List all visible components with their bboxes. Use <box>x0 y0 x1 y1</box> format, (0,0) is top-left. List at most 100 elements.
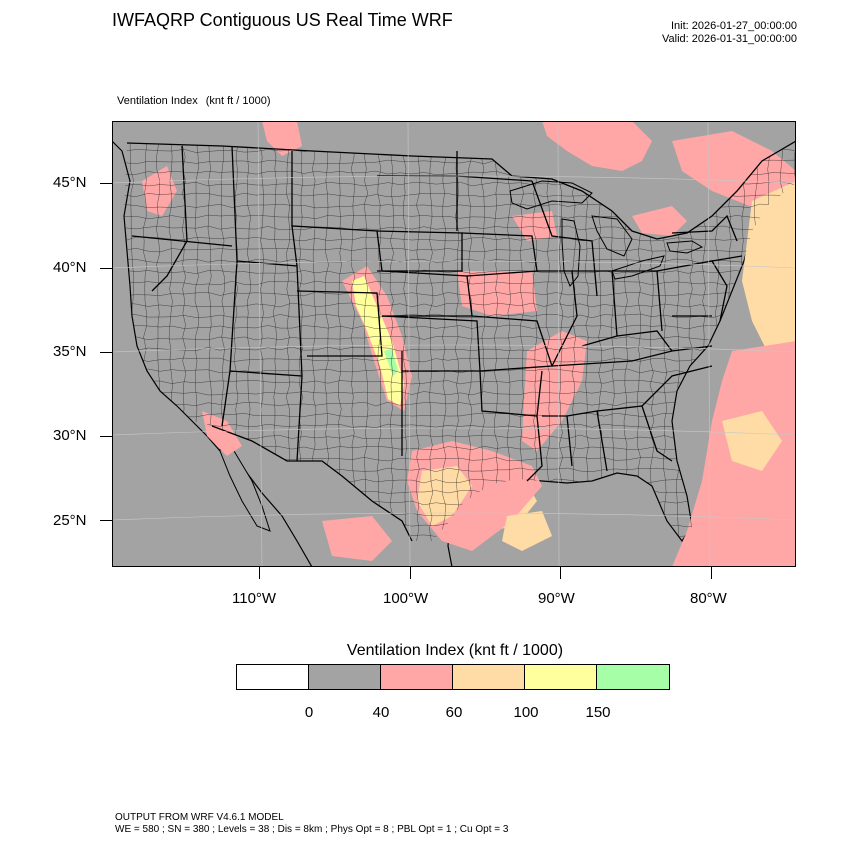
county-line <box>124 324 796 330</box>
shade-band-pink <box>632 206 687 236</box>
lat-tick <box>100 183 112 184</box>
field-units: (knt ft / 1000) <box>205 95 271 107</box>
lat-label-35n: 35°N <box>53 343 87 360</box>
state-boundary <box>596 405 673 462</box>
graticule-line <box>557 121 560 567</box>
shade-band-tan <box>722 411 782 471</box>
county-line <box>428 141 434 541</box>
state-boundary <box>479 370 543 417</box>
init-time: Init: 2026-01-27_00:00:00 <box>671 20 797 32</box>
county-line <box>124 269 796 275</box>
shade-band-pink <box>322 516 392 561</box>
lat-tick <box>100 268 112 269</box>
county-line <box>389 141 394 541</box>
state-boundary <box>229 370 303 377</box>
lat-label-30n: 30°N <box>53 427 87 444</box>
run-time-info: Init: 2026-01-27_00:00:00 Valid: 2026-01… <box>662 20 797 46</box>
lat-tick <box>100 436 112 437</box>
lat-label-40n: 40°N <box>53 259 87 276</box>
legend-tick-label: 0 <box>304 704 314 721</box>
map-panel <box>112 121 796 567</box>
legend-title: Ventilation Index (knt ft / 1000) <box>346 642 564 659</box>
state-boundary <box>537 270 578 367</box>
mexico-us-border <box>211 425 413 542</box>
graticule-line <box>112 344 796 353</box>
model-info-footer: OUTPUT FROM WRF V4.6.1 MODEL WE = 580 ; … <box>115 812 508 836</box>
color-legend <box>236 664 670 690</box>
lat-label-45n: 45°N <box>53 174 87 191</box>
lon-label-80w: 80°W <box>690 590 727 607</box>
model-version: OUTPUT FROM WRF V4.6.1 MODEL <box>115 812 284 823</box>
shade-band-tan <box>502 511 552 551</box>
legend-tick-label: 60 <box>445 704 463 721</box>
county-line <box>467 141 473 541</box>
lat-tick <box>100 352 112 353</box>
county-line <box>124 291 796 297</box>
county-line <box>124 280 796 286</box>
gulf-of-california <box>219 429 271 532</box>
legend-swatch <box>453 665 525 689</box>
state-boundary <box>291 225 383 272</box>
shade-band-pink <box>262 121 302 156</box>
county-line <box>124 236 796 242</box>
county-line <box>441 141 447 541</box>
legend-swatch <box>597 665 669 689</box>
county-line <box>124 335 796 341</box>
lon-tick <box>410 567 411 579</box>
state-boundary <box>641 365 713 407</box>
plot-title: IWFAQRP Contiguous US Real Time WRF <box>112 10 453 30</box>
lat-tick <box>100 520 112 521</box>
map-frame <box>112 121 796 567</box>
shade-band-pink <box>457 271 537 316</box>
legend-swatch <box>237 665 309 689</box>
legend-tick-label: 150 <box>585 704 611 721</box>
shade-band-pink <box>522 331 587 451</box>
state-boundary <box>221 145 238 427</box>
valid-time: Valid: 2026-01-31_00:00:00 <box>662 33 797 45</box>
state-boundary <box>236 260 303 462</box>
lon-label-110w: 110°W <box>232 590 277 607</box>
state-boundary <box>381 270 473 317</box>
state-boundary <box>461 232 538 277</box>
ventilation-index-shading <box>142 121 796 567</box>
state-boundary <box>376 230 463 272</box>
graticule-line <box>707 121 711 567</box>
state-boundary <box>656 260 728 322</box>
legend-swatch <box>525 665 597 689</box>
lon-label-100w: 100°W <box>383 590 429 607</box>
shade-band-pink <box>542 121 652 171</box>
state-boundary <box>616 330 673 352</box>
county-line <box>124 357 796 363</box>
state-boundary <box>151 145 188 292</box>
county-line <box>415 141 421 541</box>
lon-tick <box>711 567 712 579</box>
graticule-line <box>112 427 796 436</box>
legend-swatch <box>309 665 381 689</box>
lon-tick <box>259 567 260 579</box>
county-line <box>402 141 407 541</box>
state-boundary <box>711 255 743 262</box>
legend-tick-label: 40 <box>372 704 390 721</box>
state-boundary <box>526 415 543 482</box>
county-line <box>124 302 796 308</box>
canada-us-border <box>126 140 796 240</box>
shade-band-green <box>384 349 398 376</box>
field-name: Ventilation Index <box>117 95 198 107</box>
graticule-line <box>112 512 796 521</box>
county-line <box>363 141 369 541</box>
legend-swatch <box>381 665 453 689</box>
graticule-line <box>257 121 263 567</box>
county-line <box>454 141 460 541</box>
shade-band-pink <box>672 131 796 211</box>
county-line <box>376 141 382 541</box>
map-canvas <box>112 121 796 567</box>
county-line <box>124 258 796 265</box>
graticule-line <box>407 121 411 567</box>
field-label: Ventilation Index (knt ft / 1000) <box>117 95 271 107</box>
lake-michigan <box>561 218 581 287</box>
county-line <box>124 247 796 253</box>
state-boundary <box>471 315 553 372</box>
graticule-line <box>112 175 796 184</box>
model-config: WE = 580 ; SN = 380 ; Levels = 38 ; Dis … <box>115 824 509 835</box>
lon-label-90w: 90°W <box>538 590 575 607</box>
